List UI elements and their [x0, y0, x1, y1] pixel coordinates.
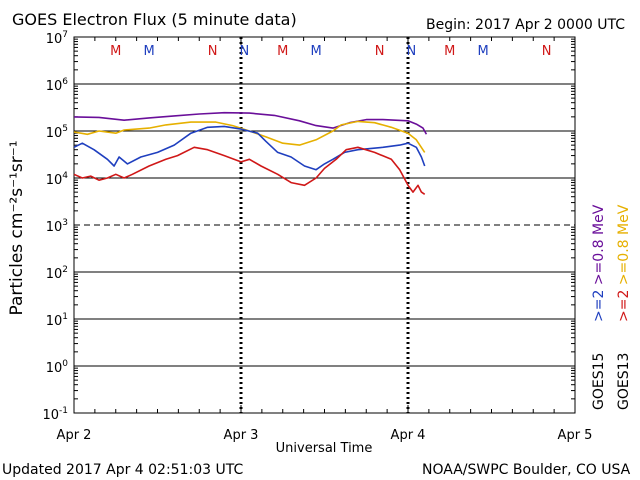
x-tick-label: Apr 2 — [57, 428, 92, 443]
legend-goes13-label: GOES13 — [616, 353, 632, 410]
y-tick-label: 106 — [46, 77, 69, 94]
y-tick-label: 102 — [46, 265, 68, 282]
legend-goes15-energies: >=2 >=0.8 MeV — [591, 204, 607, 322]
legend-goes13-energies: >=2 >=0.8 MeV — [616, 204, 632, 322]
credit: NOAA/SWPC Boulder, CO USA — [422, 462, 631, 478]
y-tick-label: 101 — [46, 312, 68, 329]
marker-n: N — [375, 44, 385, 59]
marker-n: N — [406, 44, 416, 59]
x-tick-label: Apr 5 — [558, 428, 593, 443]
marker-m: M — [444, 44, 455, 59]
marker-n: N — [208, 44, 218, 59]
series-line — [73, 146, 426, 195]
updated-time: Updated 2017 Apr 4 02:51:03 UTC — [2, 462, 243, 478]
marker-m: M — [478, 44, 489, 59]
series-line — [73, 120, 426, 153]
y-tick-label: 104 — [46, 171, 69, 188]
x-axis-label: Universal Time — [276, 441, 373, 456]
y-tick-labels: 107 106 105 104 103 102 101 100 10-1 — [42, 30, 68, 423]
series-line — [73, 111, 428, 135]
x-tick-label: Apr 3 — [224, 428, 259, 443]
y-tick-label: 105 — [46, 124, 68, 141]
marker-m: M — [110, 44, 121, 59]
gridlines — [74, 38, 575, 400]
marker-m: M — [144, 44, 155, 59]
y-axis-label: Particles cm⁻²s⁻¹sr⁻¹ — [7, 140, 27, 315]
y-tick-label: 107 — [46, 30, 68, 47]
y-tick-label: 100 — [46, 359, 69, 376]
chart-title: GOES Electron Flux (5 minute data) — [12, 10, 297, 29]
legend-goes15-label: GOES15 — [591, 353, 607, 410]
x-tick-labels: Apr 2 Apr 3 Apr 4 Apr 5 — [57, 428, 593, 443]
y-tick-label: 10-1 — [42, 406, 68, 423]
marker-n: N — [542, 44, 552, 59]
series-line — [73, 125, 426, 171]
legend: >=2 >=0.8 MeV >=2 >=0.8 MeV GOES15 GOES13 — [591, 204, 632, 410]
day-separators — [73, 37, 576, 413]
x-tick-label: Apr 4 — [391, 428, 426, 443]
begin-time: Begin: 2017 Apr 2 0000 UTC — [426, 17, 625, 33]
data-series — [73, 111, 428, 195]
marker-m: M — [277, 44, 288, 59]
marker-n: N — [239, 44, 249, 59]
marker-m: M — [311, 44, 322, 59]
y-tick-label: 103 — [46, 218, 68, 235]
